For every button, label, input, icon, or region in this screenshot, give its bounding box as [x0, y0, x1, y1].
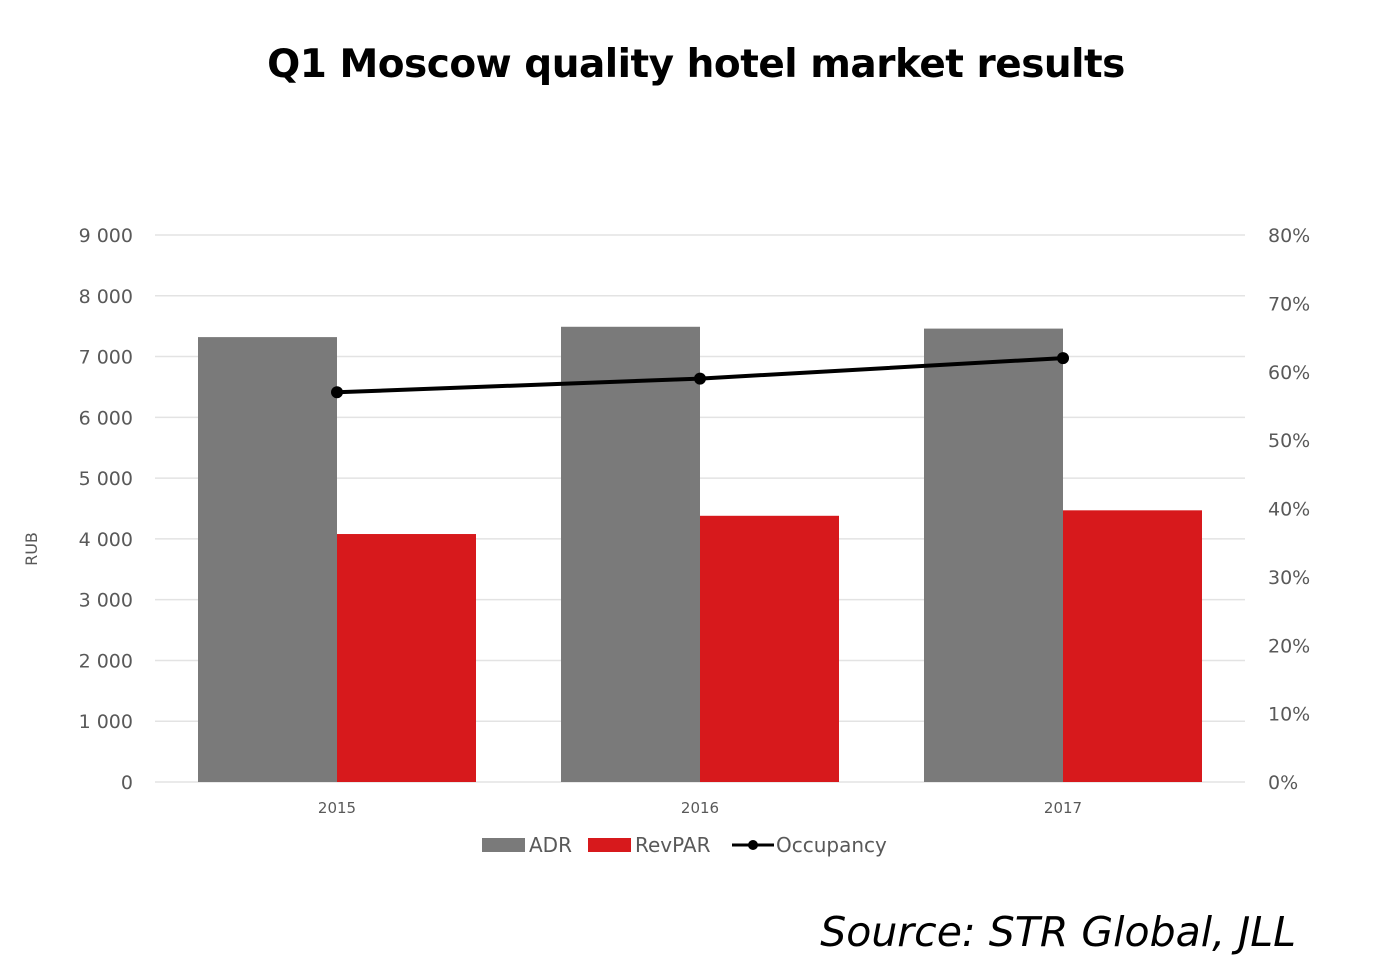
chart-title: Q1 Moscow quality hotel market results — [267, 42, 1125, 87]
y-axis-label: RUB — [22, 532, 41, 566]
legend-label: ADR — [529, 833, 572, 857]
occupancy-legend-marker — [748, 840, 758, 850]
y-tick-label: 8 000 — [79, 286, 133, 308]
x-tick-label: 2016 — [681, 799, 719, 817]
adr-bar — [924, 328, 1063, 782]
source-note: Source: STR Global, JLL — [820, 908, 1296, 956]
legend: ADR RevPAR Occupancy — [482, 833, 887, 857]
x-tick-label: 2017 — [1044, 799, 1082, 817]
bars — [198, 326, 1202, 782]
occupancy-point — [694, 372, 706, 385]
y-tick-label: 7 000 — [79, 347, 133, 369]
revpar-legend-swatch — [588, 838, 631, 852]
y-tick-label: 6 000 — [79, 407, 133, 429]
revpar-bar — [1063, 510, 1202, 782]
y2-tick-label: 10% — [1268, 704, 1310, 726]
adr-legend-swatch — [482, 838, 525, 852]
adr-bar — [198, 337, 337, 782]
y2-tick-label: 80% — [1268, 225, 1310, 247]
y-tick-label: 9 000 — [79, 225, 133, 247]
x-tick-label: 2015 — [318, 799, 356, 817]
y-tick-label: 0 — [121, 772, 133, 794]
axes: 0 1 000 2 000 3 000 4 000 5 000 6 000 7 000 8 00… — [22, 225, 1310, 817]
y2-tick-label: 40% — [1268, 499, 1310, 521]
legend-label: Occupancy — [776, 833, 887, 857]
occupancy-line-layer — [331, 352, 1069, 399]
y2-tick-label: 20% — [1268, 635, 1310, 657]
y-tick-label: 2 000 — [79, 650, 133, 672]
y2-tick-label: 70% — [1268, 293, 1310, 315]
y-tick-label: 3 000 — [79, 590, 133, 612]
y2-tick-label: 0% — [1268, 772, 1298, 794]
y-tick-label: 4 000 — [79, 529, 133, 551]
y-tick-label: 5 000 — [79, 468, 133, 490]
adr-bar — [561, 326, 700, 782]
y2-tick-label: 30% — [1268, 567, 1310, 589]
y2-tick-label: 50% — [1268, 430, 1310, 452]
revpar-bar — [700, 515, 839, 782]
occupancy-point — [331, 386, 343, 399]
legend-label: RevPAR — [635, 833, 711, 857]
revpar-bar — [337, 534, 476, 782]
y2-tick-label: 60% — [1268, 362, 1310, 384]
occupancy-point — [1057, 352, 1069, 365]
y-tick-label: 1 000 — [79, 711, 133, 733]
